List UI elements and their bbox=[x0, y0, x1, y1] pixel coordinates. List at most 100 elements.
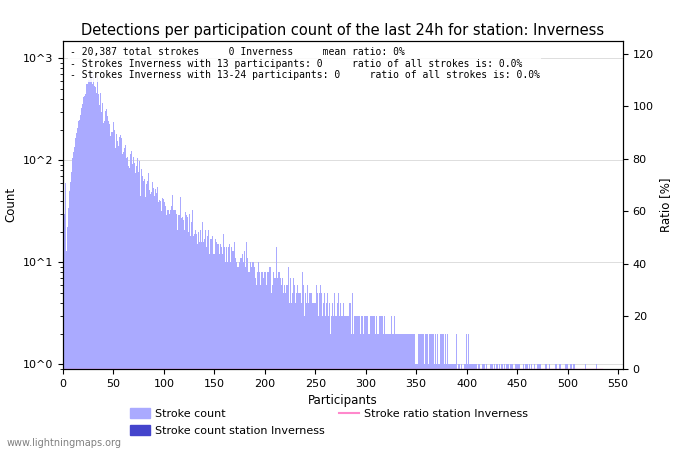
Bar bbox=[149, 190, 150, 450]
Bar bbox=[145, 197, 146, 450]
Bar bbox=[69, 182, 71, 450]
Bar bbox=[185, 212, 186, 450]
Bar bbox=[441, 333, 442, 450]
Bar bbox=[156, 193, 158, 450]
Bar bbox=[74, 147, 75, 450]
Bar bbox=[517, 364, 519, 450]
Bar bbox=[443, 333, 444, 450]
Bar bbox=[205, 230, 206, 450]
Bar bbox=[510, 364, 512, 450]
Bar bbox=[565, 364, 566, 450]
Bar bbox=[181, 217, 183, 450]
Bar bbox=[194, 234, 195, 450]
Bar bbox=[295, 293, 297, 450]
Bar bbox=[377, 333, 378, 450]
Bar bbox=[360, 333, 361, 450]
Bar bbox=[313, 303, 314, 450]
Bar bbox=[449, 364, 450, 450]
Bar bbox=[526, 364, 528, 450]
Bar bbox=[312, 303, 313, 450]
Bar bbox=[483, 364, 484, 450]
Bar bbox=[379, 316, 380, 450]
Bar bbox=[464, 364, 465, 450]
Bar bbox=[223, 234, 224, 450]
Bar bbox=[141, 169, 142, 450]
Bar bbox=[101, 112, 102, 450]
Bar bbox=[178, 215, 179, 450]
Bar bbox=[78, 120, 80, 450]
Bar bbox=[353, 333, 354, 450]
Bar bbox=[501, 364, 503, 450]
Bar bbox=[531, 364, 532, 450]
Bar bbox=[202, 222, 203, 450]
Bar bbox=[307, 285, 308, 450]
Bar bbox=[118, 145, 119, 450]
Bar bbox=[514, 364, 515, 450]
Bar bbox=[444, 364, 445, 450]
Bar bbox=[448, 364, 449, 450]
Bar bbox=[326, 303, 327, 450]
Bar bbox=[357, 316, 358, 450]
Bar bbox=[354, 316, 355, 450]
Bar bbox=[276, 248, 277, 450]
Bar bbox=[94, 86, 95, 450]
Bar bbox=[208, 230, 209, 450]
Bar bbox=[195, 230, 196, 450]
Bar bbox=[199, 230, 201, 450]
Bar bbox=[571, 364, 572, 450]
Bar bbox=[434, 364, 435, 450]
Bar bbox=[233, 251, 234, 450]
Bar bbox=[187, 217, 188, 450]
Bar bbox=[75, 138, 76, 450]
Bar bbox=[474, 364, 475, 450]
Y-axis label: Count: Count bbox=[4, 187, 18, 222]
Bar bbox=[433, 333, 434, 450]
Bar bbox=[183, 230, 185, 450]
Bar bbox=[151, 192, 153, 450]
Bar bbox=[87, 84, 88, 450]
Bar bbox=[533, 364, 535, 450]
Bar bbox=[437, 333, 438, 450]
Bar bbox=[556, 364, 557, 450]
Bar bbox=[258, 262, 259, 450]
Bar bbox=[378, 333, 379, 450]
Bar bbox=[304, 293, 306, 450]
Bar bbox=[122, 154, 123, 450]
Bar bbox=[491, 364, 492, 450]
Bar bbox=[306, 303, 307, 450]
Bar bbox=[107, 116, 108, 450]
Bar bbox=[458, 364, 459, 450]
Bar bbox=[83, 97, 84, 450]
Bar bbox=[549, 364, 550, 450]
Bar bbox=[82, 104, 83, 450]
Bar bbox=[221, 248, 222, 450]
Bar bbox=[338, 293, 339, 450]
Bar bbox=[114, 130, 115, 450]
Bar bbox=[393, 333, 395, 450]
Bar bbox=[158, 202, 160, 450]
Bar bbox=[132, 164, 133, 450]
Bar bbox=[475, 364, 476, 450]
Bar bbox=[109, 124, 110, 450]
Bar bbox=[224, 248, 225, 450]
Bar bbox=[90, 75, 91, 450]
Bar bbox=[314, 303, 315, 450]
Bar bbox=[216, 242, 217, 450]
Bar bbox=[327, 293, 328, 450]
Bar bbox=[209, 254, 210, 450]
Bar bbox=[384, 316, 386, 450]
Bar bbox=[566, 364, 567, 450]
Bar bbox=[250, 262, 251, 450]
Bar bbox=[368, 333, 369, 450]
Bar bbox=[117, 141, 118, 450]
Bar bbox=[201, 242, 202, 450]
Bar bbox=[235, 258, 236, 450]
Bar bbox=[133, 157, 134, 450]
Bar bbox=[112, 132, 113, 450]
Bar bbox=[119, 137, 120, 450]
Bar bbox=[334, 293, 335, 450]
Bar bbox=[144, 179, 145, 450]
Title: Detections per participation count of the last 24h for station: Inverness: Detections per participation count of th… bbox=[81, 23, 605, 38]
Bar bbox=[230, 262, 231, 450]
Bar bbox=[315, 303, 316, 450]
